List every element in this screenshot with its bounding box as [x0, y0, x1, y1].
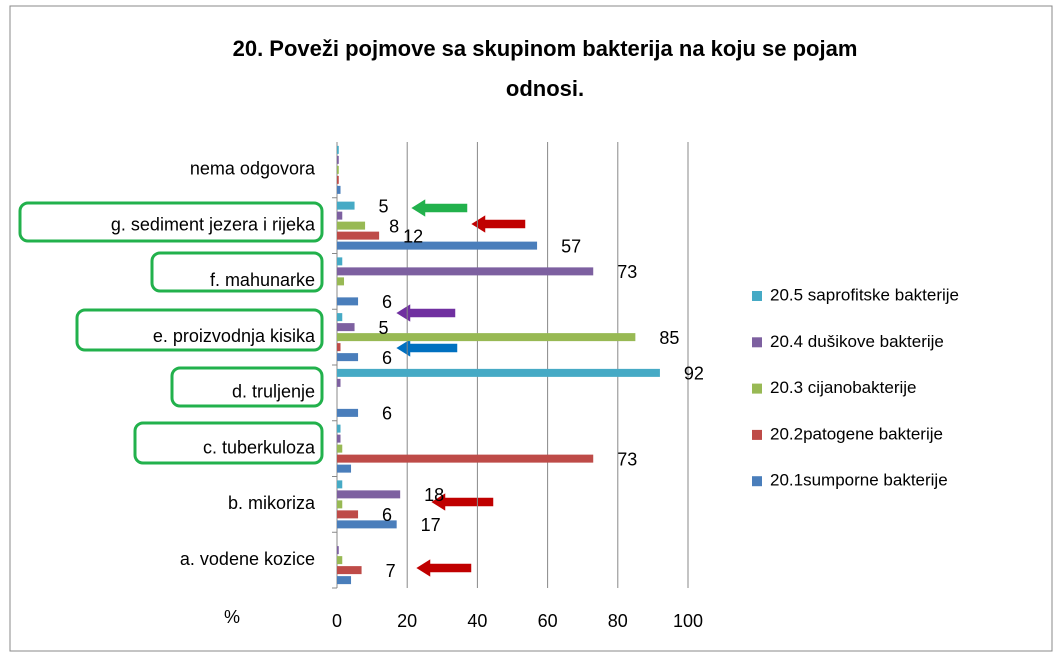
y-tick-label: c. tuberkuloza [203, 437, 316, 457]
data-label: 7 [386, 561, 396, 581]
chart-title: odnosi. [506, 76, 584, 101]
bar [337, 175, 339, 184]
bar [337, 323, 355, 332]
bar [337, 333, 636, 342]
legend-swatch [752, 337, 762, 348]
bar [337, 231, 380, 240]
bar [337, 520, 397, 529]
bar [337, 378, 341, 387]
bar [337, 546, 339, 555]
legend-swatch [752, 291, 762, 301]
bar [337, 185, 341, 194]
bar [337, 165, 339, 174]
legend-label: 20.3 cijanobakterije [770, 378, 916, 397]
highlight-box [133, 421, 324, 465]
bar [337, 353, 359, 362]
data-label: 57 [561, 236, 581, 256]
y-tick-label: a. vodene kozice [180, 549, 315, 569]
data-label: 73 [617, 449, 637, 469]
legend-label: 20.5 saprofitske bakterije [770, 285, 959, 304]
data-label: 85 [659, 328, 679, 348]
data-label: 5 [379, 196, 389, 216]
bar [337, 221, 366, 230]
bar [337, 500, 343, 509]
y-tick-label: d. truljenje [232, 382, 315, 402]
y-tick-label: b. mikoriza [228, 493, 316, 513]
bar [337, 444, 343, 453]
legend-label: 20.2patogene bakterije [770, 424, 943, 443]
arrow [468, 212, 527, 236]
bar [337, 267, 594, 276]
legend-swatch [752, 383, 762, 394]
bar [337, 566, 362, 575]
bar [337, 201, 355, 210]
bar [337, 434, 341, 443]
arrows [393, 196, 527, 580]
x-tick-label: 60 [538, 611, 558, 631]
bar [337, 313, 343, 322]
bar [337, 576, 352, 585]
data-label: 6 [382, 348, 392, 368]
bar [337, 297, 359, 306]
arrow [393, 301, 457, 325]
bar [337, 454, 594, 463]
data-label: 6 [382, 404, 392, 424]
bar [337, 155, 339, 164]
x-axis-label: % [224, 607, 240, 627]
highlight-box [170, 366, 324, 408]
x-tick-label: 40 [467, 611, 487, 631]
highlight-box [18, 201, 324, 243]
arrow [408, 196, 469, 220]
highlight-box [75, 308, 324, 352]
legend-swatch [752, 476, 762, 487]
data-label: 12 [403, 226, 423, 246]
legend-label: 20.4 dušikove bakterije [770, 332, 944, 351]
data-label: 6 [382, 292, 392, 312]
data-label: 6 [382, 505, 392, 525]
bar [337, 556, 343, 565]
data-label: 92 [684, 364, 704, 384]
bar [337, 408, 359, 417]
legend-label: 20.1sumporne bakterije [770, 471, 948, 490]
data-label: 17 [421, 515, 441, 535]
x-tick-label: 100 [673, 611, 703, 631]
y-tick-label: nema odgovora [190, 159, 316, 179]
bar [337, 145, 339, 154]
y-tick-label: e. proizvodnja kisika [153, 326, 316, 346]
y-tick-label: f. mahunarke [210, 270, 315, 290]
bar [337, 277, 345, 286]
data-label: 73 [617, 262, 637, 282]
bar [337, 480, 343, 489]
bar [337, 424, 341, 433]
bar [337, 510, 359, 519]
arrow [413, 556, 473, 580]
y-tick-label: g. sediment jezera i rijeka [111, 214, 316, 234]
bar [337, 464, 352, 473]
highlight-box [150, 251, 324, 293]
legend-swatch [752, 429, 762, 440]
data-label: 5 [379, 318, 389, 338]
bar [337, 257, 343, 266]
bar [337, 490, 401, 499]
bar [337, 368, 660, 377]
bar [337, 241, 538, 250]
chart-frame [9, 5, 1053, 652]
arrow [428, 490, 495, 514]
data-label: 8 [389, 216, 399, 236]
chart-title: 20. Poveži pojmove sa skupinom bakterija… [233, 36, 858, 61]
highlight-boxes [18, 201, 324, 465]
bar [337, 343, 341, 352]
x-tick-label: 20 [397, 611, 417, 631]
x-tick-label: 80 [608, 611, 628, 631]
data-label: 18 [424, 485, 444, 505]
x-tick-label: 0 [332, 611, 342, 631]
bar [337, 211, 343, 220]
